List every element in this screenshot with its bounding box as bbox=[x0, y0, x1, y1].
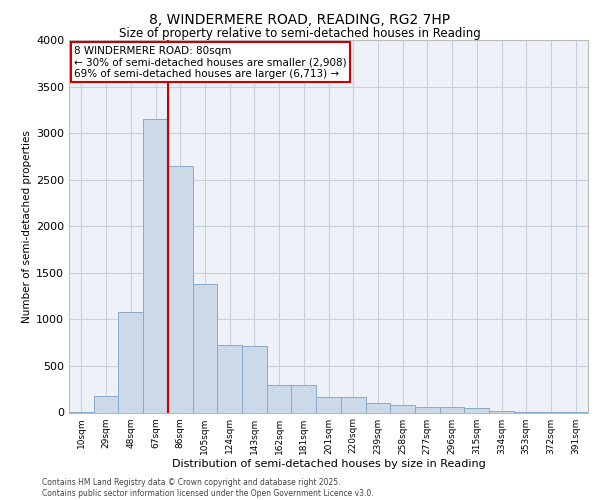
X-axis label: Distribution of semi-detached houses by size in Reading: Distribution of semi-detached houses by … bbox=[172, 460, 485, 469]
Bar bbox=[94, 396, 118, 412]
Bar bbox=[365, 403, 390, 412]
Text: Size of property relative to semi-detached houses in Reading: Size of property relative to semi-detach… bbox=[119, 28, 481, 40]
Bar bbox=[341, 397, 365, 412]
Bar bbox=[489, 411, 514, 412]
Text: 8 WINDERMERE ROAD: 80sqm
← 30% of semi-detached houses are smaller (2,908)
69% o: 8 WINDERMERE ROAD: 80sqm ← 30% of semi-d… bbox=[74, 46, 347, 79]
Bar bbox=[390, 405, 415, 412]
Bar bbox=[193, 284, 217, 412]
Bar bbox=[464, 408, 489, 412]
Bar bbox=[242, 346, 267, 412]
Bar bbox=[267, 384, 292, 412]
Bar bbox=[118, 312, 143, 412]
Bar bbox=[415, 407, 440, 412]
Y-axis label: Number of semi-detached properties: Number of semi-detached properties bbox=[22, 130, 32, 322]
Bar bbox=[217, 344, 242, 412]
Bar bbox=[316, 397, 341, 412]
Bar bbox=[292, 385, 316, 412]
Bar bbox=[440, 408, 464, 412]
Bar bbox=[168, 166, 193, 412]
Text: Contains HM Land Registry data © Crown copyright and database right 2025.
Contai: Contains HM Land Registry data © Crown c… bbox=[42, 478, 374, 498]
Bar bbox=[143, 119, 168, 412]
Text: 8, WINDERMERE ROAD, READING, RG2 7HP: 8, WINDERMERE ROAD, READING, RG2 7HP bbox=[149, 12, 451, 26]
